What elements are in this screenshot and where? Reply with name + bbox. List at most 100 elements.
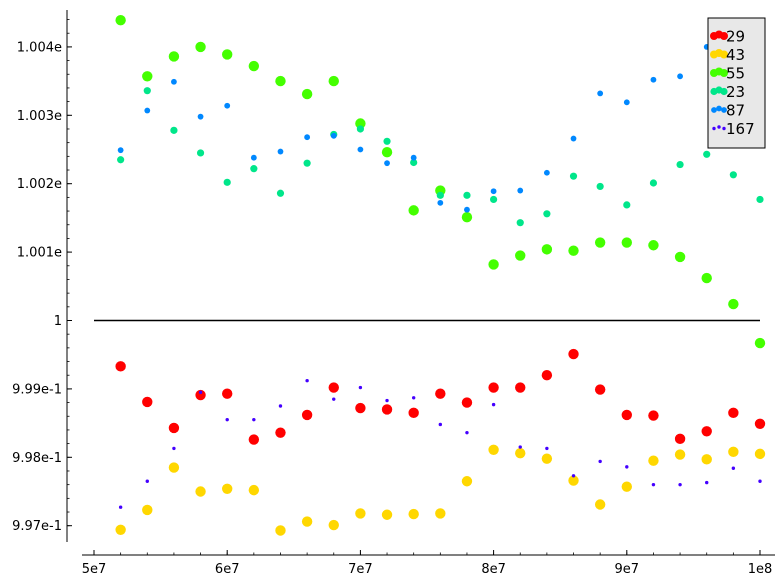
data-point	[275, 75, 286, 87]
data-point	[490, 195, 498, 204]
data-point	[197, 113, 204, 120]
data-point	[250, 154, 257, 161]
data-point	[328, 382, 339, 393]
data-point	[328, 519, 339, 531]
legend-marker	[711, 107, 717, 113]
data-point	[195, 486, 206, 497]
data-point	[411, 396, 416, 400]
data-point	[463, 191, 471, 199]
data-point	[728, 446, 739, 458]
x-tick-label: 5e7	[82, 562, 107, 577]
legend-marker	[716, 105, 722, 112]
data-point	[543, 169, 550, 176]
data-point	[358, 385, 363, 390]
legend-marker	[712, 126, 716, 131]
data-point	[384, 160, 390, 167]
data-point	[491, 402, 496, 407]
data-point	[168, 422, 180, 434]
data-point	[515, 250, 526, 261]
data-point	[465, 430, 469, 435]
legend-marker	[720, 69, 728, 77]
data-point	[332, 397, 336, 401]
data-point	[648, 410, 659, 421]
data-point	[301, 516, 313, 527]
data-point	[410, 154, 417, 161]
data-point	[728, 407, 739, 419]
data-point	[758, 479, 762, 483]
data-point	[541, 244, 553, 255]
x-tick-label: 1e8	[748, 562, 773, 577]
data-point	[355, 402, 366, 414]
y-tick-label: 9.97e-1	[12, 519, 62, 534]
x-tick-label: 6e7	[215, 562, 240, 577]
data-point	[488, 382, 499, 393]
data-point	[678, 482, 682, 487]
data-point	[276, 189, 285, 197]
data-point	[597, 90, 604, 97]
data-point	[195, 41, 206, 53]
data-point	[515, 382, 526, 393]
data-point	[170, 126, 178, 134]
y-tick-label: 1.004e	[17, 40, 62, 55]
data-point	[168, 51, 180, 62]
data-point	[621, 409, 632, 421]
data-point	[436, 191, 444, 199]
data-point	[674, 251, 686, 263]
legend-marker	[720, 87, 728, 96]
data-point	[143, 87, 151, 95]
data-point	[222, 49, 233, 60]
data-point	[541, 453, 553, 464]
data-point	[649, 179, 658, 187]
data-point	[461, 397, 473, 408]
data-point	[464, 206, 470, 213]
data-point	[517, 187, 524, 194]
data-point	[651, 482, 656, 487]
y-tick-label: 1.003e	[17, 109, 62, 124]
x-tick-label: 9e7	[615, 562, 640, 577]
data-point	[438, 422, 443, 427]
data-point	[515, 447, 526, 459]
data-point	[648, 240, 659, 251]
legend-marker	[721, 107, 727, 113]
data-point	[305, 378, 309, 383]
data-point	[621, 237, 632, 248]
legend-label: 87	[726, 102, 745, 120]
data-point	[142, 504, 153, 516]
legend-item: 87	[711, 102, 745, 120]
data-point	[461, 212, 473, 223]
data-point	[248, 60, 260, 72]
data-point	[118, 505, 123, 509]
y-tick-label: 9.99e-1	[12, 382, 62, 397]
y-tick-label: 1.002e	[17, 177, 62, 192]
data-point	[410, 158, 418, 167]
data-point	[731, 466, 736, 470]
data-point	[703, 150, 711, 158]
legend-label: 167	[726, 120, 755, 138]
data-point	[594, 237, 606, 248]
data-point	[461, 476, 473, 487]
data-point	[224, 102, 231, 109]
data-point	[381, 404, 393, 415]
data-point	[623, 99, 630, 106]
legend-item: 167	[712, 120, 755, 138]
data-point	[198, 390, 203, 395]
legend-item: 23	[710, 83, 745, 101]
data-point	[142, 396, 153, 408]
data-point	[488, 444, 499, 455]
data-point	[677, 73, 683, 80]
data-point	[596, 182, 604, 191]
data-point	[277, 148, 284, 155]
data-point	[304, 134, 311, 141]
data-point	[488, 259, 499, 270]
data-point	[754, 337, 766, 349]
data-point	[252, 417, 256, 422]
data-point	[355, 118, 366, 129]
data-point	[115, 524, 126, 536]
data-point	[490, 188, 497, 195]
tick-labels: 9.97e-1 9.98e-1 9.99e-1 1 1.001e 1.002e 1.003e…	[12, 40, 772, 577]
data-point	[754, 448, 766, 460]
data-point	[171, 78, 177, 85]
data-point	[435, 388, 446, 399]
data-point	[222, 483, 233, 494]
data-point	[195, 389, 206, 401]
